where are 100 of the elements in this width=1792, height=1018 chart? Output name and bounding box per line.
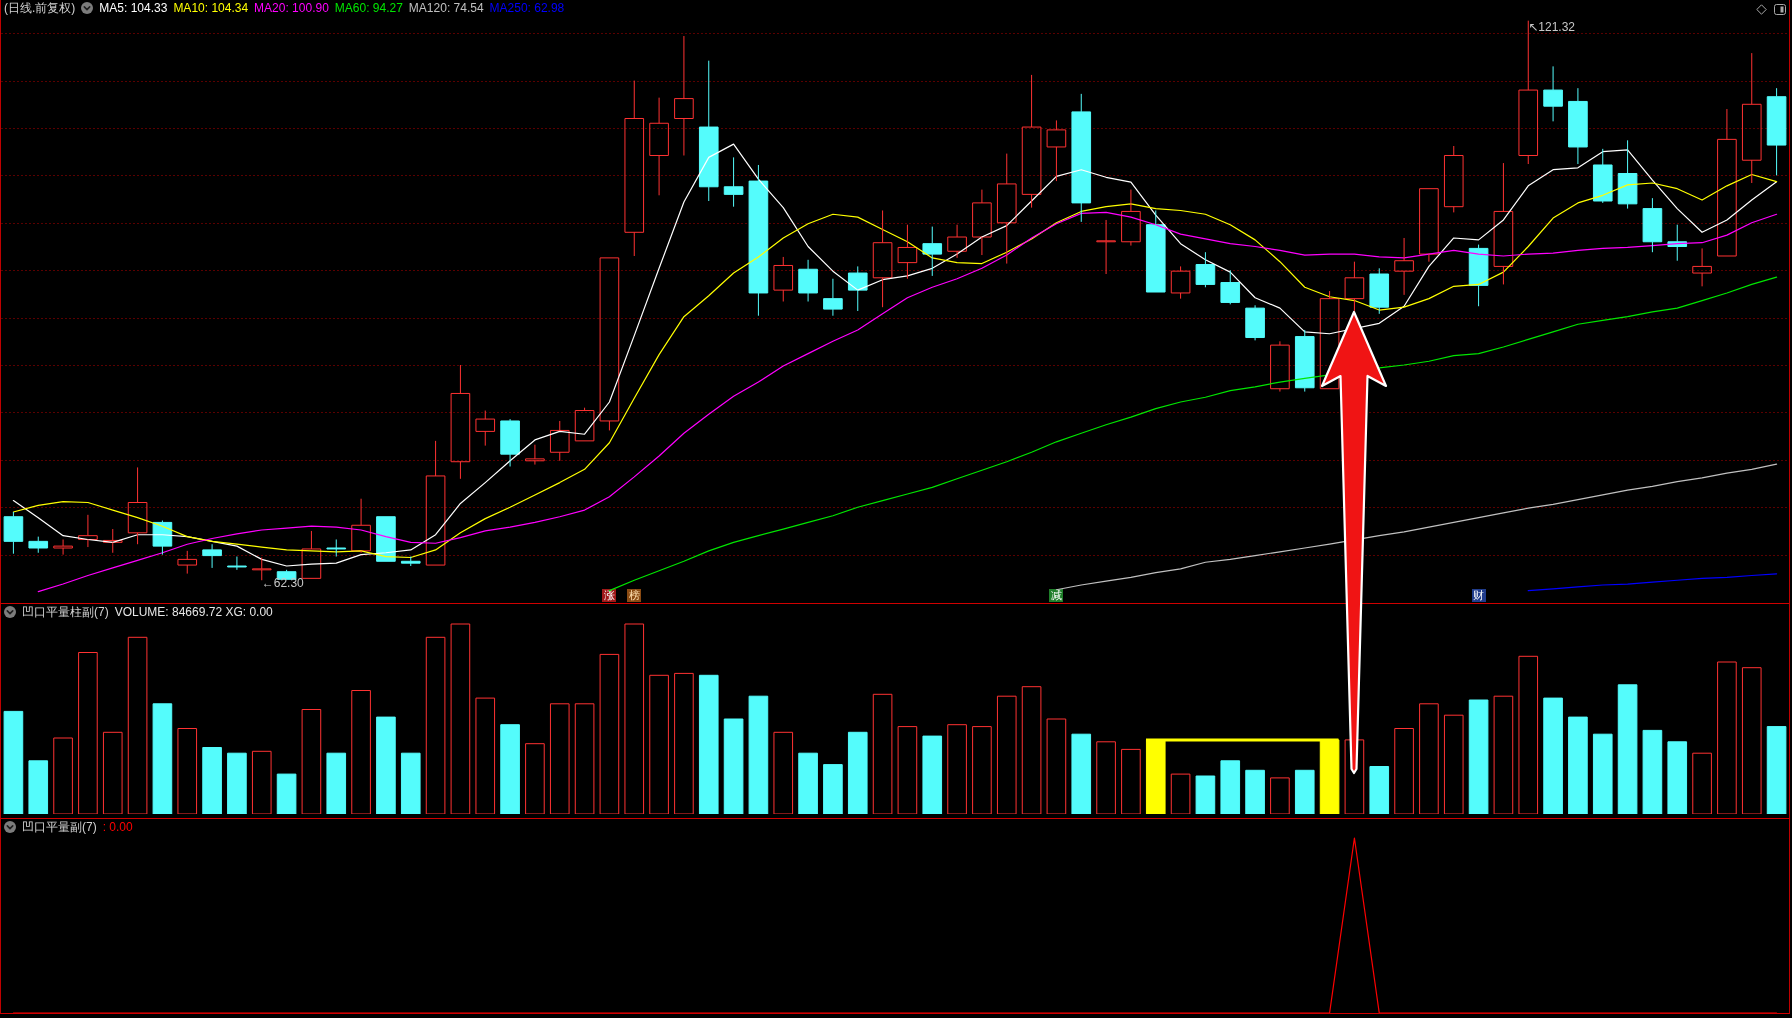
bar <box>674 672 694 814</box>
bar <box>276 773 297 814</box>
candlestick <box>922 226 943 277</box>
bar <box>1717 661 1737 814</box>
candlestick <box>1592 148 1613 204</box>
bar <box>475 697 496 814</box>
bar <box>53 737 73 814</box>
bar <box>1419 703 1439 814</box>
bar <box>78 652 98 814</box>
bar <box>624 623 645 814</box>
bar <box>525 743 545 814</box>
candlestick <box>1642 197 1663 253</box>
bar <box>549 703 570 814</box>
bar <box>972 726 992 814</box>
candlestick <box>1394 237 1414 296</box>
bar <box>1518 655 1539 814</box>
bar <box>1121 748 1141 814</box>
bar <box>872 693 893 814</box>
bar <box>1568 716 1588 814</box>
bar <box>102 731 123 814</box>
candlestick <box>1021 74 1042 209</box>
bar <box>301 709 322 814</box>
bar <box>823 764 843 814</box>
text: MA10: 104.34 <box>173 1 249 15</box>
bar <box>1245 769 1265 814</box>
candlestick <box>127 466 148 545</box>
bar <box>1096 741 1116 814</box>
bar <box>152 703 173 814</box>
candlestick <box>1692 247 1712 287</box>
chart-title: 凹口平量柱副(7) <box>22 605 109 619</box>
candlestick <box>1419 188 1439 263</box>
bar <box>227 752 247 814</box>
candlestick <box>549 420 570 462</box>
bar <box>649 674 669 814</box>
bar <box>127 636 148 814</box>
candlestick <box>1071 93 1092 223</box>
candlestick <box>525 444 545 466</box>
bar <box>847 731 868 814</box>
bar <box>723 718 744 814</box>
bar <box>1741 667 1762 814</box>
candlestick <box>947 224 967 259</box>
bar <box>599 653 620 814</box>
annotation: ↖121.32 <box>1528 19 1576 34</box>
candlestick <box>1741 52 1762 184</box>
bar <box>1642 729 1663 814</box>
bar <box>1071 733 1092 814</box>
bar <box>376 716 396 814</box>
candlestick <box>1145 209 1166 293</box>
bar <box>351 690 371 814</box>
candlestick <box>1121 189 1141 247</box>
candlestick <box>1170 265 1191 300</box>
bar <box>922 735 943 814</box>
bar <box>1394 728 1414 814</box>
candlestick <box>425 440 446 566</box>
bar <box>425 636 446 814</box>
candlestick <box>3 511 24 555</box>
candlestick <box>1195 251 1216 288</box>
bar <box>1766 726 1787 814</box>
candlestick <box>1294 329 1315 393</box>
bar <box>3 710 24 814</box>
bar <box>1145 739 1166 814</box>
bar <box>1592 733 1613 814</box>
candlestick <box>1245 304 1265 341</box>
bar <box>1493 695 1514 814</box>
chart-subtitle: VOLUME: 84669.72 XG: 0.00 <box>114 605 273 619</box>
bar <box>251 750 272 814</box>
bar <box>400 752 421 814</box>
candlestick <box>823 278 843 317</box>
bar <box>28 760 49 814</box>
candlestick <box>624 80 645 257</box>
bar <box>177 728 198 814</box>
text: : 0.00 <box>102 820 133 834</box>
bar <box>748 695 769 814</box>
bar <box>1270 777 1290 814</box>
candlestick <box>1046 119 1067 182</box>
bar <box>773 731 794 814</box>
candlestick <box>897 224 918 280</box>
bar <box>1021 686 1042 814</box>
text: MA120: 74.54 <box>408 1 484 15</box>
candlestick <box>847 265 868 312</box>
candlestick <box>1270 340 1290 393</box>
bar <box>326 752 347 814</box>
bar <box>1667 741 1688 814</box>
candlestick <box>574 407 595 442</box>
bar <box>798 752 818 814</box>
candlestick <box>227 556 247 571</box>
candlestick <box>723 156 744 208</box>
bar <box>897 726 918 814</box>
candlestick <box>376 516 396 562</box>
badge: 财 <box>1471 589 1486 602</box>
candlestick <box>1543 65 1563 122</box>
candlestick <box>450 364 471 480</box>
bar <box>574 703 595 814</box>
bar <box>1468 699 1489 814</box>
candlestick <box>674 35 694 156</box>
badge: 减 <box>1049 589 1064 602</box>
candlestick <box>1766 87 1787 176</box>
candlestick <box>1493 162 1514 285</box>
candlestick <box>78 514 98 548</box>
text: MA5: 104.33 <box>99 1 168 15</box>
